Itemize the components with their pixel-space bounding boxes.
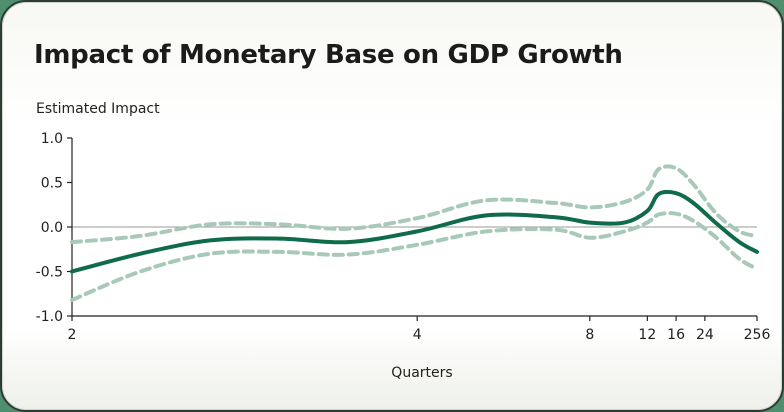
chart-title: Impact of Monetary Base on GDP Growth — [34, 40, 623, 70]
x-tick-label: 2 — [68, 327, 77, 343]
lower-band-line — [70, 211, 759, 302]
x-tick-label: 12 — [638, 327, 656, 343]
x-tick-label: 24 — [696, 327, 714, 343]
x-tick-label: 8 — [585, 327, 594, 343]
y-tick-label: 1.0 — [41, 131, 63, 147]
x-tick-label: 256 — [744, 327, 771, 343]
estimate-line — [70, 189, 759, 274]
y-tick-label: 0.5 — [41, 176, 63, 192]
y-tick-label: 0.0 — [41, 220, 63, 236]
y-tick-label: -0.5 — [36, 265, 63, 281]
x-tick-label: 4 — [413, 327, 422, 343]
upper-band-line — [70, 164, 759, 245]
y-tick-label: -1.0 — [36, 309, 63, 325]
x-tick-label: 16 — [667, 327, 685, 343]
y-axis-label: Estimated Impact — [36, 101, 160, 117]
x-axis-label: Quarters — [391, 365, 452, 381]
